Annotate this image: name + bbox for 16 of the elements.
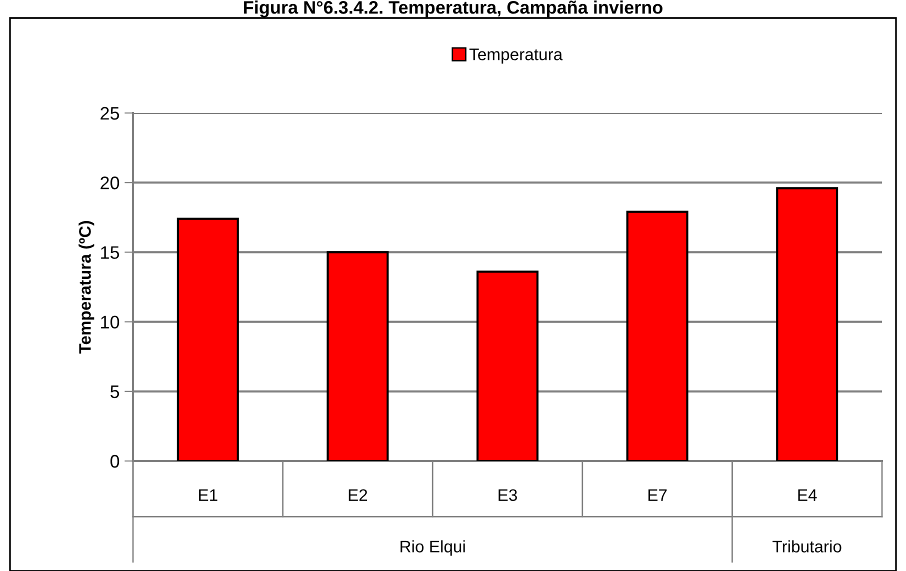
y-tick-label: 5 xyxy=(110,386,120,398)
x-tick-label: E1 xyxy=(199,489,218,501)
y-tick-label: 0 xyxy=(110,454,120,468)
x-tick-label: E4 xyxy=(798,489,817,501)
x-tick-label: E7 xyxy=(648,489,667,501)
y-tick-label: 20 xyxy=(100,176,120,190)
x-tick-label: E2 xyxy=(348,489,368,501)
text: Rio Elqui xyxy=(400,540,465,556)
y-tick-label: 10 xyxy=(101,316,120,329)
y-tick-label: 25 xyxy=(100,106,120,120)
x-tick-label: E3 xyxy=(498,489,517,502)
legend-label: Temperatura xyxy=(469,48,563,64)
chart-title: Figura N°6.3.4.2. Temperatura, Campaña invierno xyxy=(244,0,662,18)
text: Tributario xyxy=(772,540,842,552)
y-axis-title: Temperatura (ºC) xyxy=(78,221,94,354)
y-tick-label: 15 xyxy=(101,246,120,259)
